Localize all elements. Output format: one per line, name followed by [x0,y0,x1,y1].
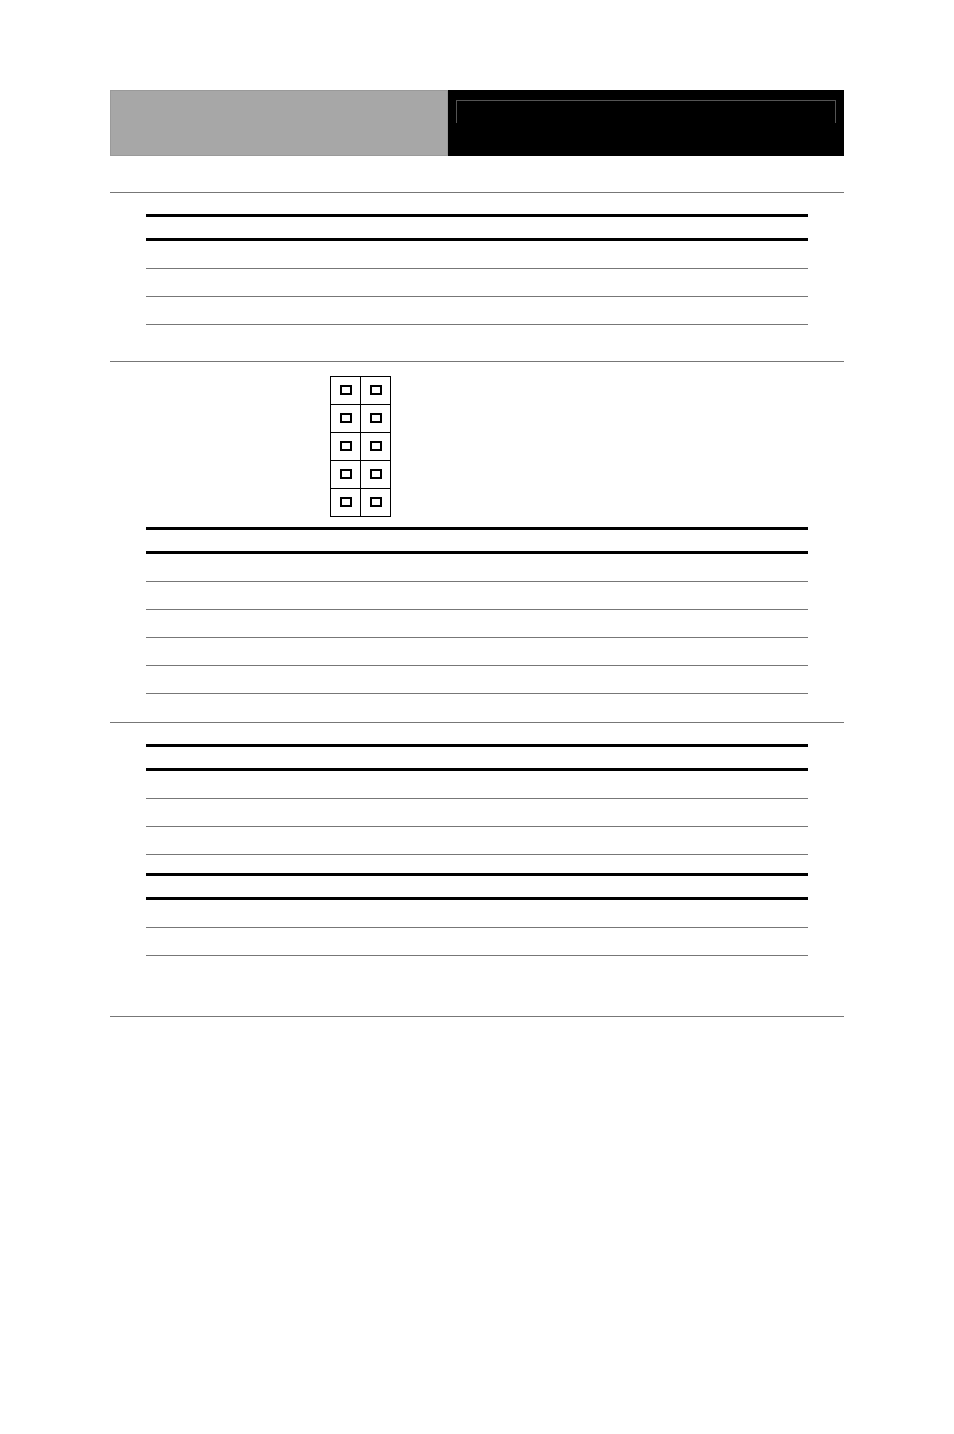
checkbox-cell[interactable] [331,433,361,461]
checkbox-icon [340,441,352,451]
checkbox-cell[interactable] [331,377,361,405]
checkbox-icon [370,469,382,479]
ruled-line [146,799,808,827]
checkbox-icon [370,413,382,423]
checkbox-icon [340,413,352,423]
section-1-lines [146,193,808,325]
ruled-line [146,876,808,900]
ruled-line [146,554,808,582]
checkbox-cell[interactable] [361,377,391,405]
section-4-lines [146,873,808,956]
ruled-line [146,269,808,297]
checkbox-icon [370,385,382,395]
section-4 [110,873,844,956]
ruled-line [146,193,808,217]
section-2-lines [146,527,808,694]
checkbox-grid-wrap [110,376,844,517]
ruled-line [146,638,808,666]
checkbox-icon [370,441,382,451]
checkbox-icon [370,497,382,507]
header-left-block [110,90,448,156]
section-3-lines [146,723,808,855]
section-2 [110,361,844,694]
section-3 [110,722,844,855]
ruled-line [146,582,808,610]
checkbox-cell[interactable] [361,405,391,433]
checkbox-grid [330,376,391,517]
checkbox-cell[interactable] [361,461,391,489]
checkbox-cell[interactable] [331,489,361,517]
checkbox-cell[interactable] [361,433,391,461]
section-2-top-rule [110,361,844,362]
checkbox-cell[interactable] [361,489,391,517]
ruled-line [146,217,808,241]
checkbox-icon [340,385,352,395]
ruled-line [146,827,808,855]
ruled-line [146,723,808,747]
ruled-line [146,666,808,694]
checkbox-icon [340,469,352,479]
ruled-line [146,241,808,269]
ruled-line [146,610,808,638]
ruled-line [146,928,808,956]
ruled-line [146,297,808,325]
checkbox-cell[interactable] [331,461,361,489]
ruled-line [146,771,808,799]
header-bar [110,90,844,156]
section-1 [110,192,844,325]
ruled-line [146,900,808,928]
ruled-line [146,530,808,554]
checkbox-cell[interactable] [331,405,361,433]
form-page [0,0,954,1434]
checkbox-icon [340,497,352,507]
ruled-line [146,747,808,771]
footer-rule [110,1016,844,1017]
header-right-block [448,90,844,156]
